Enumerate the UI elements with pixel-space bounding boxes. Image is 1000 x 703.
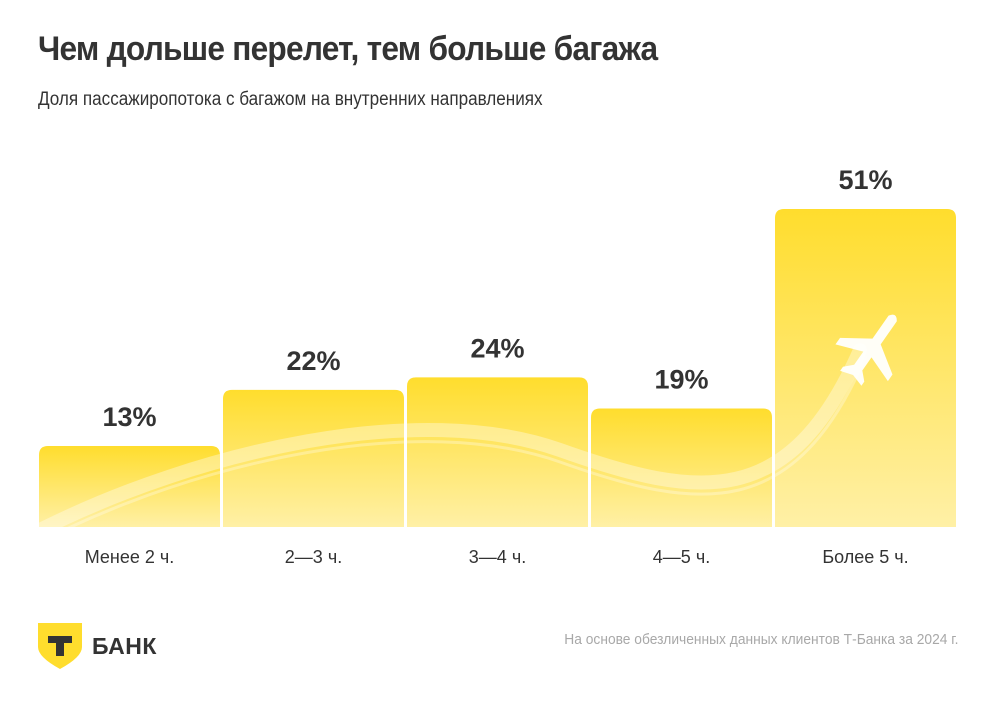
tbank-logo: БАНК <box>38 623 157 669</box>
chart-subtitle: Доля пассажиропотока с багажом на внутре… <box>38 89 543 110</box>
bar-5 <box>775 209 956 527</box>
data-label: 19% <box>654 365 708 395</box>
logo-text: БАНК <box>92 632 157 659</box>
flight-trail <box>39 343 868 527</box>
bar-chart: 13% 22% 24% 19% 51% Менее 2 ч. 2—3 ч. 3—4 ч. 4—… <box>39 165 956 567</box>
data-label: 24% <box>470 333 524 363</box>
bar-1 <box>39 445 220 527</box>
airplane-icon <box>835 314 897 386</box>
category-label: 4—5 ч. <box>653 547 710 567</box>
category-label: 3—4 ч. <box>469 547 526 567</box>
source-note: На основе обезличенных данных клиентов Т… <box>563 631 958 648</box>
category-label: Более 5 ч. <box>822 547 908 567</box>
data-label: 22% <box>286 346 340 376</box>
bar-4 <box>591 408 772 527</box>
bar-3 <box>407 377 588 527</box>
data-label: 51% <box>838 165 892 195</box>
data-label: 13% <box>102 402 156 432</box>
chart-title: Чем дольше перелет, тем больше багажа <box>38 30 658 68</box>
category-label: Менее 2 ч. <box>85 547 175 567</box>
bar-2 <box>223 389 404 527</box>
category-label: 2—3 ч. <box>285 547 342 567</box>
tbank-shield-icon <box>38 623 82 669</box>
